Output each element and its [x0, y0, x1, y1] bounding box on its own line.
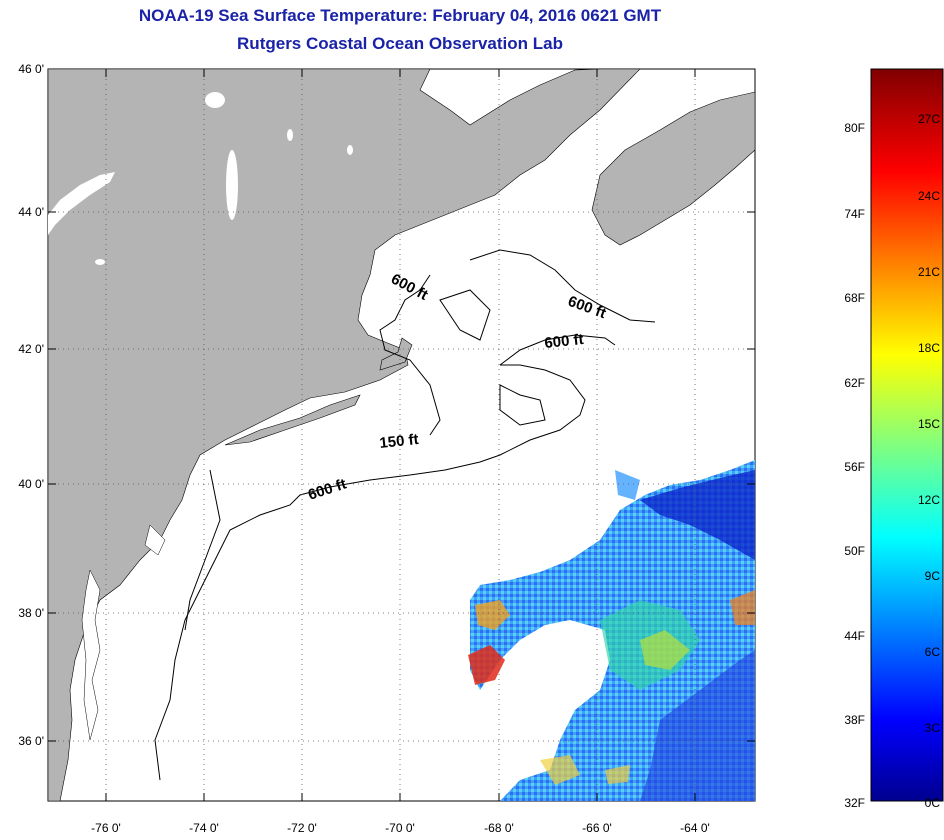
- contour-label: 150 ft: [379, 431, 420, 452]
- land-long-island: [224, 394, 361, 446]
- colorbar-c-label: 24C: [918, 189, 940, 203]
- colorbar-f-label: 74F: [844, 207, 865, 221]
- colorbar-f-label: 38F: [844, 713, 865, 727]
- lon-tick-label: -72 0': [287, 821, 317, 835]
- map-subtitle: Rutgers Coastal Ocean Observation Lab: [237, 34, 563, 53]
- colorbar-f-label: 56F: [844, 460, 865, 474]
- colorbar-c-label: 3C: [925, 721, 941, 735]
- lat-tick-label: 42 0': [18, 342, 44, 356]
- land-nova-scotia: [591, 91, 755, 246]
- lake: [347, 145, 353, 155]
- colorbar-c-label: 27C: [918, 112, 940, 126]
- colorbar-c-label: 6C: [925, 645, 941, 659]
- colorbar-f-label: 44F: [844, 629, 865, 643]
- tick-marks: [48, 69, 755, 801]
- colorbar-c-label: 21C: [918, 265, 940, 279]
- colorbar-c-label: 18C: [918, 341, 940, 355]
- contour-label: 600 ft: [544, 331, 585, 352]
- colorbar-f-label: 68F: [844, 291, 865, 305]
- lon-tick-label: -74 0': [189, 821, 219, 835]
- colorbar-f-label: 32F: [844, 796, 865, 810]
- sst-data: [468, 460, 755, 801]
- colorbar-c-label: 12C: [918, 493, 940, 507]
- colorbar-c-label: 0C: [925, 796, 941, 810]
- lake: [287, 129, 293, 141]
- lat-tick-label: 44 0': [18, 205, 44, 219]
- colorbar-f-label: 62F: [844, 376, 865, 390]
- map-title: NOAA-19 Sea Surface Temperature: Februar…: [138, 6, 662, 25]
- land-mainland: [48, 69, 641, 801]
- bathymetry-contours: [154, 249, 656, 781]
- lake-moosehead: [205, 92, 225, 108]
- colorbar-f-label: 50F: [844, 544, 865, 558]
- lat-tick-label: 46 0': [18, 62, 44, 76]
- lon-tick-label: -66 0': [582, 821, 612, 835]
- lon-tick-label: -70 0': [385, 821, 415, 835]
- lat-tick-label: 36 0': [18, 734, 44, 748]
- lake: [95, 259, 105, 265]
- lat-tick-label: 38 0': [18, 606, 44, 620]
- colorbar-c-label: 15C: [918, 417, 940, 431]
- colorbar-c-label: 9C: [925, 569, 941, 583]
- lon-tick-label: -76 0': [91, 821, 121, 835]
- lat-tick-label: 40 0': [18, 477, 44, 491]
- lake-champlain: [226, 150, 238, 220]
- chesapeake-bay: [81, 569, 101, 741]
- lon-tick-label: -64 0': [680, 821, 710, 835]
- lon-tick-label: -68 0': [484, 821, 514, 835]
- delaware-bay: [144, 524, 166, 556]
- graticule: [48, 69, 755, 801]
- colorbar: [870, 68, 944, 802]
- colorbar-f-label: 80F: [844, 121, 865, 135]
- lake-ontario: [48, 172, 115, 235]
